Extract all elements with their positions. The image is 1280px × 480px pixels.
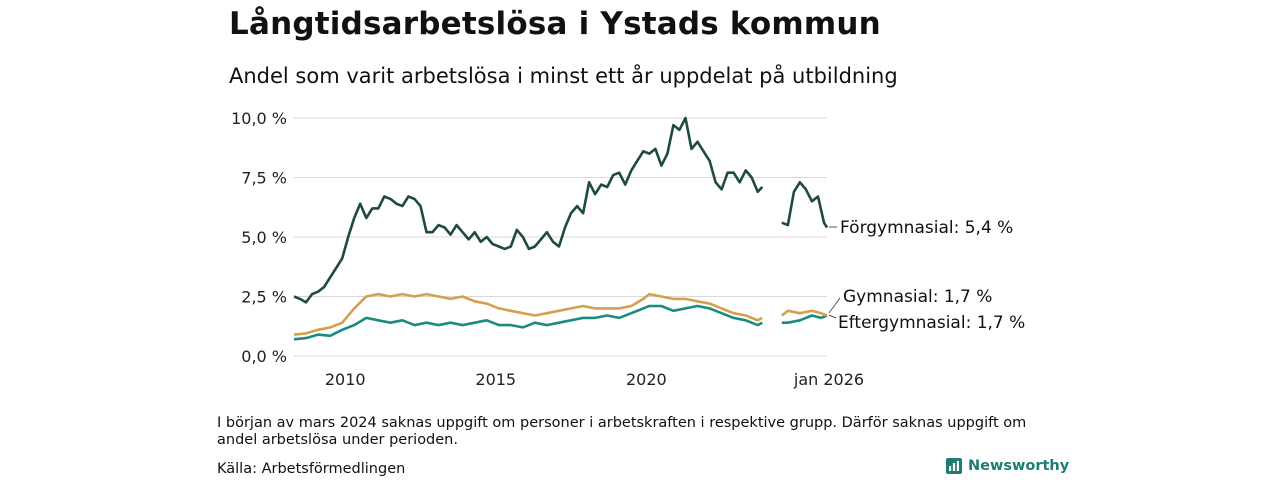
- series-line-gymnasial: [293, 292, 763, 336]
- end-label-connector: [828, 314, 837, 319]
- y-tick-label: 7,5 %: [241, 169, 287, 188]
- end-label-gymnasial: Gymnasial: 1,7 %: [843, 287, 992, 307]
- x-tick-label: 2015: [475, 370, 516, 389]
- y-tick-label: 2,5 %: [241, 288, 287, 307]
- source-text: Källa: Arbetsförmedlingen: [217, 461, 406, 477]
- bar-chart-logo-icon: [946, 458, 962, 474]
- y-tick-label: 0,0 %: [241, 347, 287, 366]
- series-line-gymnasial: [781, 309, 828, 317]
- x-tick-label: 2020: [626, 370, 667, 389]
- end-label-förgymnasial: Förgymnasial: 5,4 %: [840, 218, 1013, 238]
- end-label-eftergymnasial: Eftergymnasial: 1,7 %: [838, 313, 1025, 333]
- y-tick-label: 10,0 %: [231, 109, 287, 128]
- series-line-eftergymnasial: [293, 304, 763, 341]
- x-tick-label: jan 2026: [793, 370, 864, 389]
- brand-link[interactable]: Newsworthy: [946, 458, 1069, 474]
- footnote: I början av mars 2024 saknas uppgift om …: [217, 415, 1027, 448]
- series-line-eftergymnasial: [781, 314, 828, 324]
- end-labels: Förgymnasial: 5,4 % Gymnasial: 1,7 % Efter…: [828, 218, 1025, 333]
- y-tick-label: 5,0 %: [241, 228, 287, 247]
- end-label-connector: [828, 297, 841, 314]
- chart-subtitle: Andel som varit arbetslösa i minst ett å…: [229, 64, 898, 88]
- brand-label: Newsworthy: [968, 458, 1070, 474]
- series-lines: [293, 116, 829, 341]
- series-line-förgymnasial: [293, 116, 764, 304]
- chart-title: Långtidsarbetslösa i Ystads kommun: [229, 6, 881, 42]
- series-line-förgymnasial: [781, 181, 829, 229]
- x-axis-ticks: 2010 2015 2020 jan 2026: [325, 370, 864, 389]
- y-axis-ticks: 0,0 % 2,5 % 5,0 % 7,5 % 10,0 %: [231, 109, 287, 366]
- x-tick-label: 2010: [325, 370, 366, 389]
- line-chart: 0,0 % 2,5 % 5,0 % 7,5 % 10,0 % 2010 2015 2020 j…: [231, 109, 1025, 389]
